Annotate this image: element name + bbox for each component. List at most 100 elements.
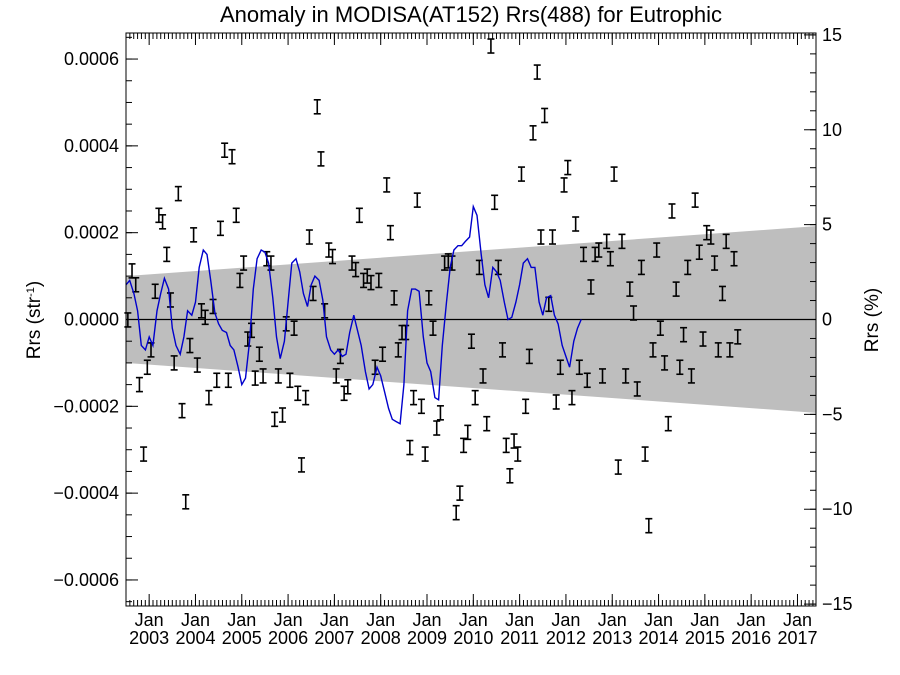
y-axis-left: 0.0006 0.0004 0.0002 0.0000 −0.0002 −0.0004 −0… (53, 36, 138, 603)
x-tick-month: Jan (690, 610, 719, 630)
x-tick-year: 2013 (592, 628, 632, 648)
data-point (460, 437, 468, 454)
data-point (344, 378, 352, 395)
x-tick-month: Jan (181, 610, 210, 630)
data-point (240, 255, 248, 271)
y-tick-label: 0.0004 (64, 136, 119, 156)
x-tick-month: Jan (644, 610, 673, 630)
data-point (155, 207, 163, 224)
y-tick-label: 0.0006 (64, 49, 119, 69)
data-point (661, 355, 669, 371)
data-point (193, 357, 201, 373)
data-point (386, 224, 394, 241)
data-point (537, 229, 545, 245)
smooth-line-layer (125, 203, 582, 425)
data-point (656, 320, 664, 336)
data-point (707, 229, 715, 245)
data-point (649, 342, 657, 358)
data-point (514, 446, 522, 462)
data-point (421, 446, 429, 462)
data-point (302, 389, 310, 406)
data-point (653, 242, 661, 258)
y-tick-label: −0.0006 (53, 570, 119, 590)
data-point (575, 359, 583, 376)
data-point (684, 259, 692, 276)
x-tick-month: Jan (274, 610, 303, 630)
data-point (549, 229, 557, 245)
data-point (614, 459, 622, 475)
data-point (529, 125, 537, 141)
x-tick-year: 2011 (500, 628, 539, 648)
data-point (190, 227, 198, 243)
data-point (711, 255, 719, 271)
data-point (730, 250, 738, 267)
data-point (298, 457, 306, 473)
y2-axis-label: Rrs (%) (862, 288, 883, 352)
data-point (464, 424, 472, 441)
x-tick-month: Jan (227, 610, 256, 630)
data-point (224, 372, 232, 389)
data-point (726, 342, 734, 358)
data-point (483, 415, 491, 432)
chart-title: Anomaly in MODISA(AT152) Rrs(488) for Eu… (220, 2, 722, 27)
x-tick-year: 2008 (361, 628, 401, 648)
x-tick-year: 2016 (731, 628, 771, 648)
data-point (568, 389, 576, 406)
data-point (355, 207, 363, 224)
y2-tick-label: 5 (822, 215, 832, 235)
data-point (294, 385, 302, 402)
y2-tick-label: 15 (822, 25, 842, 45)
data-point (360, 272, 368, 289)
data-point (626, 281, 634, 297)
x-tick-year: 2015 (685, 628, 725, 648)
y2-tick-label: 0 (822, 310, 832, 330)
data-point (205, 389, 213, 406)
data-point (587, 279, 595, 295)
data-point (556, 359, 564, 376)
data-point (251, 370, 259, 386)
data-point (487, 38, 495, 54)
data-point (564, 159, 572, 176)
x-tick-month: Jan (320, 610, 349, 630)
x-tick-month: Jan (412, 610, 441, 630)
y2-tick-label: −15 (822, 594, 853, 614)
data-point (680, 326, 688, 343)
x-tick-year: 2005 (222, 628, 262, 648)
data-point (560, 177, 568, 193)
data-point (695, 244, 703, 261)
data-point (159, 214, 167, 230)
data-point (533, 64, 541, 80)
data-point (467, 333, 475, 350)
data-point (506, 467, 514, 484)
data-point (722, 233, 730, 250)
data-point (491, 194, 499, 211)
x-tick-month: Jan (366, 610, 395, 630)
y-tick-label: 0.0002 (64, 223, 119, 243)
data-point (410, 389, 418, 406)
data-point (425, 289, 433, 306)
data-point (394, 342, 402, 358)
data-point (429, 320, 437, 336)
x-tick-year: 2009 (407, 628, 447, 648)
data-point (286, 372, 294, 389)
x-tick-month: Jan (135, 610, 164, 630)
data-point (151, 283, 159, 300)
data-point (255, 346, 263, 363)
data-point (522, 398, 530, 415)
data-point (633, 381, 641, 397)
data-point (417, 398, 425, 415)
data-point (406, 439, 414, 456)
data-point (580, 246, 588, 263)
data-point (348, 255, 356, 271)
data-point (668, 203, 676, 219)
data-point (433, 420, 441, 436)
data-point (413, 192, 421, 208)
data-point (456, 485, 464, 501)
data-point (541, 107, 549, 124)
data-point (517, 166, 525, 182)
data-point (170, 355, 178, 371)
data-point (687, 368, 695, 384)
x-tick-month: Jan (737, 610, 766, 630)
data-point (390, 289, 398, 306)
